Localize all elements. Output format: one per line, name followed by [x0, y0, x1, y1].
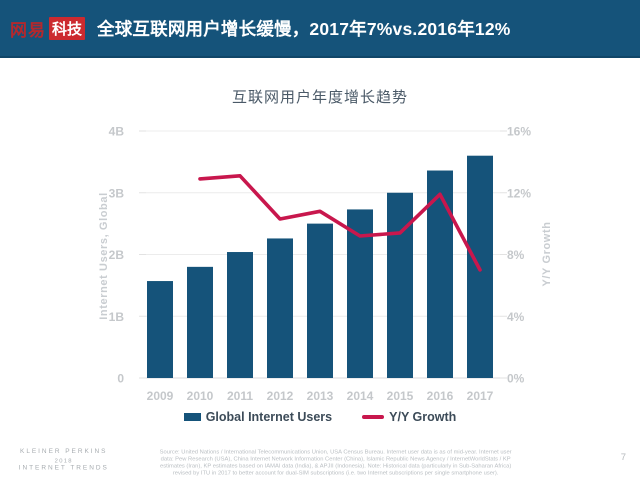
- x-axis-label: 2014: [347, 389, 374, 403]
- x-axis-label: 2013: [307, 389, 334, 403]
- chart-legend: Global Internet Users Y/Y Growth: [0, 410, 640, 424]
- chart-title: 互联网用户年度增长趋势: [231, 89, 408, 106]
- right-axis-tick: 12%: [507, 186, 531, 200]
- x-axis-label: 2015: [387, 389, 414, 403]
- x-axis-label: 2010: [187, 389, 214, 403]
- source-note: Source: United Nations / International T…: [128, 449, 543, 477]
- growth-line: [198, 174, 482, 272]
- right-axis-title: Y/Y Growth: [541, 221, 553, 286]
- left-axis-title: Internet Users, Global: [98, 192, 110, 320]
- left-axis-tick: 1B: [109, 310, 125, 324]
- page-title: 全球互联网用户增长缓慢，2017年7%vs.2016年12%: [97, 18, 511, 39]
- x-axis-label: 2016: [427, 389, 454, 403]
- bar-swatch-icon: [183, 413, 201, 421]
- right-axis-tick: 4%: [507, 310, 525, 324]
- x-axis-label: 2017: [467, 389, 494, 403]
- logo-sub-badge: 科技: [49, 16, 86, 40]
- legend-label-growth: Y/Y Growth: [389, 410, 457, 424]
- source-line-1: Source: United Nations / International T…: [159, 449, 512, 456]
- bar-2013: [307, 223, 333, 378]
- bar-2015: [387, 192, 413, 378]
- header-bar: 网易 科技 全球互联网用户增长缓慢，2017年7%vs.2016年12%: [0, 0, 640, 58]
- bar-2011: [227, 252, 253, 378]
- x-axis-label: 2009: [147, 389, 174, 403]
- branding-line-2: 2018: [54, 456, 73, 464]
- right-axis-tick: 16%: [507, 125, 531, 139]
- left-axis-tick: 2B: [109, 248, 125, 262]
- legend-item-growth: Y/Y Growth: [362, 410, 456, 424]
- bar-2010: [187, 266, 213, 378]
- bar-2012: [267, 238, 293, 378]
- page-number: 7: [620, 452, 626, 463]
- line-swatch-icon: [362, 415, 385, 419]
- left-axis-tick: 3B: [109, 186, 125, 200]
- logo-brand-text: 网易: [10, 20, 46, 40]
- right-axis-tick: 0%: [507, 372, 525, 386]
- netease-tech-logo: 网易 科技: [10, 16, 86, 41]
- left-axis-tick: 0: [117, 372, 124, 386]
- branding-line-3: INTERNET TRENDS: [18, 464, 109, 472]
- legend-item-users: Global Internet Users: [183, 410, 333, 424]
- left-axis-tick: 4B: [109, 125, 125, 139]
- bar-2009: [147, 281, 173, 378]
- kleiner-perkins-branding: KLEINER PERKINS 2018 INTERNET TRENDS: [2, 448, 125, 472]
- x-axis-label: 2012: [267, 389, 294, 403]
- source-line-2: data: Pew Research (USA), China Internet…: [160, 455, 511, 463]
- x-axis-label: 2011: [227, 389, 253, 403]
- source-line-4: revised by ITU in 2017 to better account…: [172, 469, 499, 477]
- branding-line-1: KLEINER PERKINS: [20, 448, 108, 456]
- source-line-3: estimates (Iran), KP estimates based on …: [159, 462, 512, 470]
- legend-label-users: Global Internet Users: [205, 410, 333, 424]
- right-axis-tick: 8%: [507, 248, 525, 262]
